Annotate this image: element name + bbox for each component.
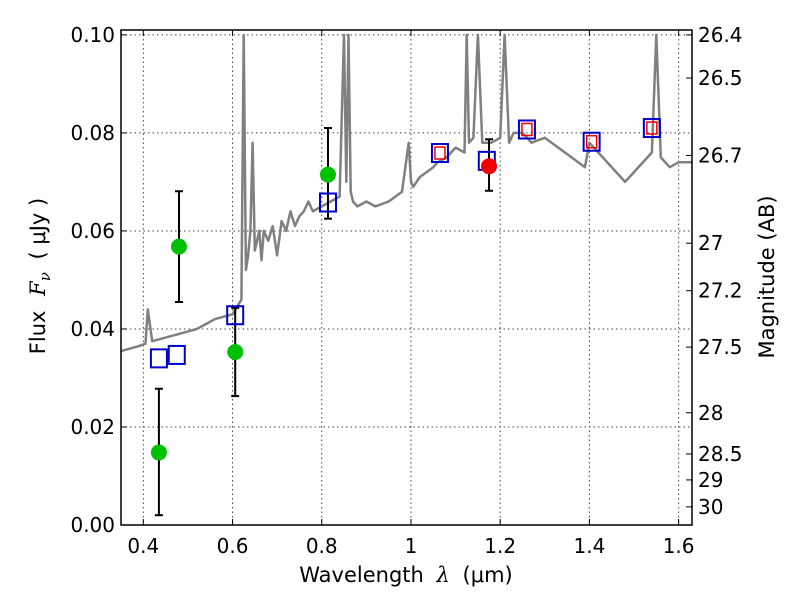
grid	[121, 30, 692, 525]
y-tick-label: 0.08	[70, 121, 115, 145]
mag-tick-label: 30	[698, 495, 723, 519]
photometry-point	[319, 166, 336, 183]
x-tick-label: 1.2	[484, 534, 516, 558]
model-flux-square	[517, 119, 536, 140]
photometry-point	[227, 343, 244, 360]
tick-layer: 0.4 0.6 0.8 1 1.2 1.4 1.6 0.00 0.02 0.04 0.06 0.08 0…	[70, 23, 742, 558]
x-tick-label: 0.4	[127, 534, 159, 558]
x-tick-label: 1.4	[573, 534, 605, 558]
spectrum-line	[121, 33, 692, 353]
inner-square	[521, 122, 533, 137]
x-tick-label: 0.6	[217, 534, 249, 558]
model-flux-square	[318, 192, 337, 213]
y-tick-label: 0.02	[70, 415, 115, 439]
right-axis-label: Magnitude (AB)	[755, 195, 779, 358]
y-tick-label: 0.06	[70, 219, 115, 243]
photometry-point	[170, 238, 187, 255]
inner-square	[585, 134, 598, 149]
mag-tick-label: 26.7	[698, 143, 743, 167]
y-tick-label: 0.00	[70, 513, 115, 537]
model-flux-square	[226, 305, 245, 326]
mag-tick-label: 29	[698, 468, 723, 492]
x-tick-label: 0.8	[306, 534, 338, 558]
y-axis-label: Flux Fν ( μJy )	[26, 198, 55, 354]
mag-tick-label: 26.4	[698, 23, 743, 47]
y-tick-label: 0.04	[70, 317, 115, 341]
model-flux-square	[582, 131, 601, 152]
mag-tick-label: 26.5	[698, 66, 743, 90]
mag-tick-label: 27.2	[698, 279, 743, 303]
model-flux-square	[642, 118, 661, 139]
photometry-point	[150, 444, 167, 461]
plot-frame	[120, 29, 693, 526]
mag-tick-label: 27	[698, 231, 723, 255]
x-axis-label: Wavelength λ (μm)	[299, 563, 512, 587]
x-tick-label: 1.6	[663, 534, 695, 558]
model-flux-square	[167, 344, 186, 365]
marker-layer	[149, 118, 661, 517]
model-flux-square	[149, 348, 168, 369]
mag-tick-label: 27.5	[698, 335, 743, 359]
inner-square	[434, 146, 446, 160]
x-tick-label: 1	[405, 534, 418, 558]
mag-tick-label: 28.5	[698, 442, 743, 466]
spectrum-layer	[121, 33, 692, 353]
model-flux-square	[430, 143, 449, 164]
inner-square	[646, 121, 658, 135]
y-tick-label: 0.10	[70, 23, 115, 47]
photometry-point	[481, 158, 498, 175]
mag-tick-label: 28	[698, 401, 723, 425]
